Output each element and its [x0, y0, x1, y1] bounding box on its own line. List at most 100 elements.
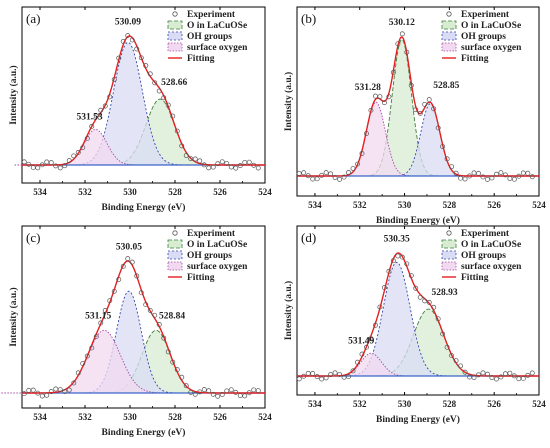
experiment-point: [57, 387, 63, 393]
component-fill-o-in-lacuose: [334, 39, 470, 177]
experiment-point: [323, 170, 329, 176]
x-tick-label: 524: [532, 399, 546, 409]
experiment-point: [161, 95, 167, 101]
experiment-point: [75, 149, 81, 155]
x-tick-label: 530: [123, 187, 137, 197]
experiment-point: [431, 304, 437, 310]
experiment-point: [471, 375, 477, 381]
legend-marker-component: [167, 239, 183, 249]
experiment-point: [44, 392, 50, 398]
experiment-point: [462, 369, 468, 375]
experiment-point: [359, 351, 365, 357]
experiment-point: [458, 175, 464, 181]
experiment-points: [21, 33, 261, 171]
x-axis-label: Binding Energy (eV): [102, 427, 186, 438]
experiment-point: [224, 161, 230, 167]
peak-label: 530.09: [115, 17, 141, 27]
experiment-point: [251, 387, 257, 393]
y-axis-label: Intensity (a.u.): [283, 72, 294, 131]
experiment-point: [350, 166, 356, 171]
experiment-point: [502, 371, 508, 377]
x-tick-label: 526: [487, 200, 501, 210]
experiment-point: [102, 103, 108, 109]
experiment-point: [152, 80, 158, 86]
peak-label: 531.15: [85, 311, 111, 321]
experiment-point: [111, 77, 117, 82]
experiment-point: [188, 389, 194, 395]
experiment-point: [53, 163, 59, 169]
experiment-point: [404, 261, 410, 267]
experiment-point: [305, 173, 311, 179]
experiment-point: [143, 63, 149, 69]
component-fill-surface-oxygen: [0, 330, 219, 393]
experiment-point: [314, 374, 320, 380]
experiment-point: [116, 55, 122, 61]
experiment-point: [386, 94, 392, 100]
experiment-point: [26, 387, 32, 393]
experiment-point: [30, 165, 36, 171]
experiment-point: [233, 165, 239, 171]
component-fill-o-in-lacuose: [54, 330, 258, 393]
panel-c: 534 532 530 528 526 524 Binding Energy (eV) Int…: [0, 225, 272, 438]
experiment-point: [246, 390, 252, 396]
panel-a: 534 532 530 528 526 524 Binding Energy (eV) Int…: [8, 6, 272, 213]
x-tick-label: 532: [78, 187, 92, 197]
experiment-point: [471, 170, 477, 176]
experiment-point: [435, 125, 441, 131]
experiment-point: [417, 110, 423, 116]
legend-marker-component: [167, 20, 183, 30]
experiment-point: [444, 156, 450, 162]
experiment-point: [35, 390, 41, 396]
x-tick-label: 532: [353, 200, 367, 210]
experiment-point: [305, 370, 311, 376]
experiment-point: [44, 159, 50, 165]
experiment-point: [111, 288, 117, 294]
experiment-point: [319, 376, 325, 382]
panel-label: (d): [301, 230, 316, 245]
experiment-point: [197, 389, 203, 395]
experiment-point: [480, 174, 486, 180]
panel-label: (a): [26, 11, 40, 26]
panel-label: (c): [26, 230, 40, 245]
peak-label: 528.84: [159, 311, 185, 321]
experiment-point: [215, 393, 221, 399]
experiment-point: [319, 172, 325, 178]
y-axis-label: Intensity (a.u.): [8, 65, 19, 124]
experiment-point: [210, 391, 216, 397]
experiment-point: [138, 55, 144, 61]
experiment-point: [165, 102, 171, 108]
experiment-point: [134, 273, 140, 279]
experiment-point: [120, 38, 126, 44]
plot-frame: [21, 6, 266, 184]
experiment-point: [516, 173, 522, 179]
x-tick-label: 528: [443, 399, 457, 409]
experiment-point: [440, 144, 446, 149]
x-tick-label: 526: [487, 399, 501, 409]
legend-marker-component: [441, 239, 457, 249]
experiment-point: [129, 259, 135, 265]
experiment-point: [156, 322, 162, 327]
experiment-point: [310, 176, 316, 182]
experiment-point: [201, 387, 207, 393]
experiment-point: [381, 100, 387, 106]
x-axis-label: Binding Energy (eV): [376, 414, 460, 425]
experiment-point: [183, 383, 189, 389]
experiment-point: [170, 113, 176, 119]
experiment-point: [192, 391, 198, 397]
experiment-point: [107, 94, 113, 100]
experiment-point: [192, 156, 198, 162]
peak-label: 528.85: [433, 81, 459, 91]
legend-entry: Experiment: [187, 229, 236, 239]
experiment-point: [296, 376, 302, 382]
experiment-point: [179, 143, 185, 149]
experiment-point: [408, 273, 414, 279]
experiment-point: [26, 161, 32, 167]
experiment-point: [255, 165, 261, 171]
legend-entry: surface oxygen: [461, 262, 522, 272]
experiment-point: [201, 162, 207, 168]
fitting-curve: [297, 36, 539, 177]
experiment-point: [156, 88, 162, 94]
component-fill-surface-oxygen: [297, 353, 446, 376]
peak-label: 531.28: [355, 83, 381, 93]
